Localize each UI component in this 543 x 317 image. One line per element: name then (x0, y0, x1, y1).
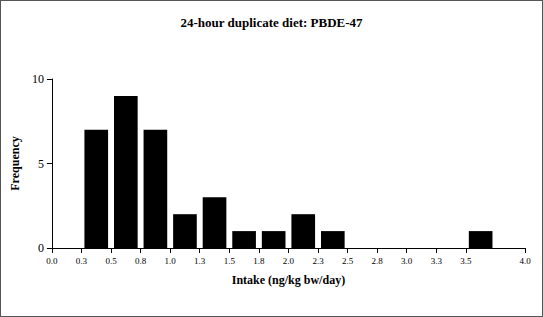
svg-text:3.0: 3.0 (401, 256, 413, 266)
svg-text:2.8: 2.8 (372, 256, 384, 266)
svg-text:5: 5 (38, 157, 44, 171)
svg-text:24-hour duplicate diet: PBDE-4: 24-hour duplicate diet: PBDE-47 (180, 15, 363, 30)
svg-text:1.5: 1.5 (224, 256, 236, 266)
svg-text:1.0: 1.0 (165, 256, 177, 266)
svg-text:1.3: 1.3 (194, 256, 206, 266)
svg-text:1.8: 1.8 (253, 256, 265, 266)
svg-text:3.3: 3.3 (431, 256, 443, 266)
svg-text:2.5: 2.5 (342, 256, 354, 266)
svg-text:0.3: 0.3 (76, 256, 88, 266)
svg-text:Frequency: Frequency (8, 136, 22, 190)
svg-text:4.0: 4.0 (519, 256, 531, 266)
svg-text:Intake (ng/kg bw/day): Intake (ng/kg bw/day) (232, 273, 345, 287)
svg-text:3.5: 3.5 (460, 256, 472, 266)
svg-text:0.0: 0.0 (46, 256, 58, 266)
svg-text:0: 0 (38, 241, 44, 255)
svg-text:2.3: 2.3 (312, 256, 324, 266)
svg-text:0.5: 0.5 (105, 256, 117, 266)
svg-text:0.8: 0.8 (135, 256, 147, 266)
svg-text:2.0: 2.0 (283, 256, 295, 266)
svg-text:10: 10 (32, 72, 44, 86)
